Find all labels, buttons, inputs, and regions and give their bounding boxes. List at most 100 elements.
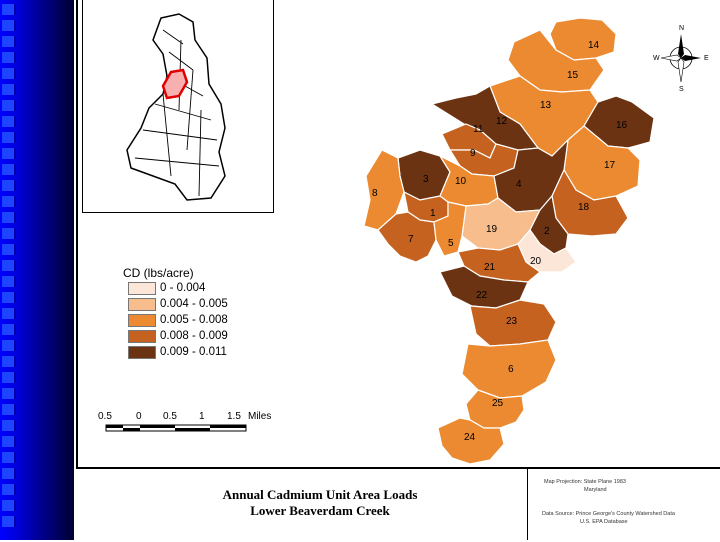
north-arrow-compass: N E S W bbox=[653, 25, 709, 93]
subwatershed-23 bbox=[469, 299, 557, 347]
side-square bbox=[2, 116, 16, 127]
side-square bbox=[2, 468, 16, 479]
compass-s-label: S bbox=[679, 86, 684, 93]
subwatershed-24 bbox=[437, 417, 505, 465]
subwatershed-label-25: 25 bbox=[492, 398, 504, 409]
legend-row: 0.008 - 0.009 bbox=[128, 329, 228, 343]
subwatershed-label-22: 22 bbox=[476, 290, 488, 301]
subwatershed-label-23: 23 bbox=[506, 316, 518, 327]
subwatershed-label-9: 9 bbox=[470, 148, 476, 159]
inset-study-area-highlight bbox=[161, 68, 189, 100]
side-square bbox=[2, 20, 16, 31]
scale-label-1: 0 bbox=[136, 411, 142, 422]
side-square bbox=[2, 132, 16, 143]
legend-label: 0.004 - 0.005 bbox=[160, 298, 228, 310]
legend-row: 0.005 - 0.008 bbox=[128, 313, 228, 327]
side-square bbox=[2, 516, 16, 527]
legend-label: 0.009 - 0.011 bbox=[160, 346, 227, 358]
compass-e-label: E bbox=[704, 55, 709, 62]
subwatershed-8 bbox=[363, 149, 405, 231]
subwatershed-label-7: 7 bbox=[408, 234, 414, 245]
side-square-strip bbox=[0, 0, 20, 540]
subwatershed-label-20: 20 bbox=[530, 256, 542, 267]
subwatershed-label-4: 4 bbox=[516, 179, 522, 190]
subwatershed-label-6: 6 bbox=[508, 364, 514, 375]
subwatershed-label-5: 5 bbox=[448, 238, 454, 249]
legend-swatch bbox=[128, 345, 156, 359]
side-square bbox=[2, 84, 16, 95]
legend-row: 0 - 0.004 bbox=[128, 281, 205, 295]
subwatershed-14 bbox=[549, 17, 617, 61]
subwatershed-label-3: 3 bbox=[423, 174, 429, 185]
side-square bbox=[2, 244, 16, 255]
scale-label-0: 0.5 bbox=[98, 411, 112, 422]
inset-locator-map bbox=[82, 0, 274, 213]
subwatershed-label-1: 1 bbox=[430, 208, 436, 219]
side-square bbox=[2, 452, 16, 463]
subwatershed-label-8: 8 bbox=[372, 188, 378, 199]
side-square bbox=[2, 356, 16, 367]
legend-swatch bbox=[128, 313, 156, 327]
side-square bbox=[2, 276, 16, 287]
side-square bbox=[2, 148, 16, 159]
side-square bbox=[2, 100, 16, 111]
side-square bbox=[2, 436, 16, 447]
side-square bbox=[2, 308, 16, 319]
side-square bbox=[2, 68, 16, 79]
legend-swatch bbox=[128, 281, 156, 295]
subwatershed-label-12: 12 bbox=[496, 116, 508, 127]
side-square bbox=[2, 196, 16, 207]
subwatershed-5 bbox=[433, 201, 467, 257]
legend-swatch bbox=[128, 297, 156, 311]
subwatershed-label-11: 11 bbox=[473, 124, 484, 135]
side-square bbox=[2, 404, 16, 415]
legend-swatch bbox=[128, 329, 156, 343]
subwatershed-label-19: 19 bbox=[486, 224, 498, 235]
side-square bbox=[2, 212, 16, 223]
scale-label-2: 0.5 bbox=[163, 411, 177, 422]
subwatershed-label-15: 15 bbox=[567, 70, 579, 81]
side-square bbox=[2, 372, 16, 383]
subwatershed-label-18: 18 bbox=[578, 202, 590, 213]
subwatershed-6 bbox=[461, 339, 557, 399]
subwatershed-label-10: 10 bbox=[455, 176, 467, 187]
subwatershed-label-16: 16 bbox=[616, 120, 628, 131]
side-square bbox=[2, 180, 16, 191]
side-square bbox=[2, 500, 16, 511]
side-square bbox=[2, 52, 16, 63]
subwatershed-label-2: 2 bbox=[544, 226, 550, 237]
subwatershed-label-13: 13 bbox=[540, 100, 552, 111]
inset-map-svg bbox=[126, 13, 226, 201]
side-square bbox=[2, 388, 16, 399]
subwatershed-25 bbox=[465, 389, 525, 429]
legend-title: CD (lbs/acre) bbox=[123, 266, 194, 280]
legend-label: 0.005 - 0.008 bbox=[160, 314, 228, 326]
subwatershed-label-17: 17 bbox=[604, 160, 616, 171]
legend-row: 0.009 - 0.011 bbox=[128, 345, 227, 359]
side-square bbox=[2, 164, 16, 175]
side-square bbox=[2, 324, 16, 335]
scale-label-3: 1 bbox=[199, 411, 205, 422]
subwatershed-label-24: 24 bbox=[464, 432, 476, 443]
side-square bbox=[2, 4, 16, 15]
compass-w-label: W bbox=[653, 55, 660, 62]
side-square bbox=[2, 228, 16, 239]
map-title: Annual Cadmium Unit Area Loads Lower Bea… bbox=[150, 487, 490, 519]
title-box-divider bbox=[527, 467, 528, 540]
legend-row: 0.004 - 0.005 bbox=[128, 297, 228, 311]
side-square bbox=[2, 260, 16, 271]
side-square bbox=[2, 484, 16, 495]
map-title-line1: Annual Cadmium Unit Area Loads bbox=[222, 487, 418, 502]
compass-n-label: N bbox=[679, 25, 684, 32]
scale-label-4: 1.5 bbox=[227, 411, 241, 422]
side-square bbox=[2, 340, 16, 351]
projection-note: Map Projection: State Plane 1983 bbox=[544, 479, 626, 485]
legend-label: 0.008 - 0.009 bbox=[160, 330, 228, 342]
scale-label-units: Miles bbox=[248, 411, 272, 422]
subwatershed-label-14: 14 bbox=[588, 40, 600, 51]
data-source-note-2: U.S. EPA Database bbox=[580, 519, 628, 525]
projection-note-2: Maryland bbox=[584, 487, 607, 493]
side-square bbox=[2, 36, 16, 47]
